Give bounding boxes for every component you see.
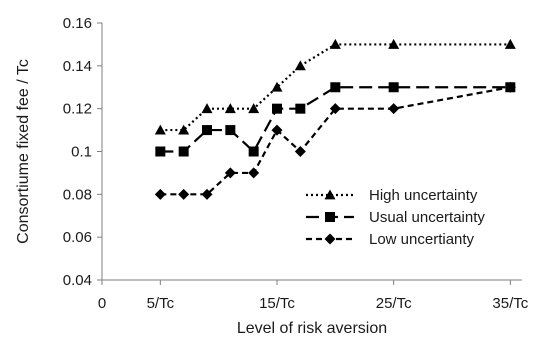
data-point — [178, 124, 190, 135]
x-tick-label: 5/Tc — [147, 295, 175, 312]
legend: High uncertainty Usual uncertainty Low unc… — [306, 187, 485, 248]
data-point — [388, 82, 399, 93]
data-point — [202, 125, 212, 136]
data-point — [388, 38, 400, 49]
x-tick-label: 15/Tc — [259, 295, 295, 312]
y-tick-label: 0.08 — [63, 186, 92, 203]
data-point — [295, 103, 306, 114]
data-point — [504, 81, 516, 93]
legend-marker — [324, 189, 336, 200]
series-line — [160, 86, 511, 154]
data-point — [201, 188, 213, 200]
y-tick-label: 0.16 — [63, 15, 92, 32]
data-point — [329, 103, 341, 115]
data-point — [225, 125, 236, 136]
series-line — [160, 86, 511, 196]
series-3 — [154, 81, 516, 200]
data-point — [248, 146, 259, 157]
y-tick-label: 0.04 — [63, 272, 92, 289]
data-point — [504, 38, 516, 49]
data-point — [248, 167, 260, 179]
series-1 — [154, 38, 516, 135]
legend-marker — [324, 233, 336, 245]
data-point — [178, 188, 190, 200]
legend-item: High uncertainty — [306, 187, 478, 204]
data-point — [294, 60, 306, 71]
legend-label: Low uncertianty — [369, 231, 475, 248]
y-tick-label: 0.12 — [63, 101, 92, 118]
data-point — [294, 146, 306, 157]
axes: 0.04 0.06 0.08 0.1 0.12 0.14 0.16 0 5/Tc 15/Tc 25/… — [63, 15, 529, 312]
data-point — [178, 146, 189, 157]
data-point — [271, 81, 283, 92]
x-tick-label: 0 — [98, 295, 106, 312]
data-point — [272, 103, 282, 114]
data-point — [154, 124, 166, 135]
x-tick-label: 35/Tc — [492, 295, 528, 312]
y-axis-title: Consortiume fixed fee / Tc — [15, 59, 32, 244]
data-point — [154, 188, 166, 200]
data-point — [224, 167, 236, 179]
data-point — [201, 103, 213, 114]
y-tick-label: 0.06 — [63, 229, 92, 246]
x-tick-label: 25/Tc — [376, 295, 412, 312]
legend-item: Low uncertianty — [306, 231, 475, 248]
series-2 — [155, 82, 516, 157]
legend-label: Usual uncertainty — [369, 209, 485, 226]
data-point — [155, 146, 166, 157]
legend-marker — [325, 212, 335, 222]
series-layer — [154, 38, 516, 200]
data-point — [224, 103, 236, 114]
data-point — [329, 38, 341, 49]
x-axis-title: Level of risk aversion — [237, 320, 387, 337]
data-point — [248, 103, 260, 114]
y-tick-label: 0.14 — [63, 58, 92, 75]
legend-label: High uncertainty — [369, 187, 478, 204]
y-tick-label: 0.1 — [71, 144, 92, 161]
legend-item: Usual uncertainty — [306, 209, 485, 226]
data-point — [388, 103, 400, 115]
data-point — [271, 124, 283, 136]
series-line — [160, 43, 511, 132]
data-point — [330, 82, 341, 93]
